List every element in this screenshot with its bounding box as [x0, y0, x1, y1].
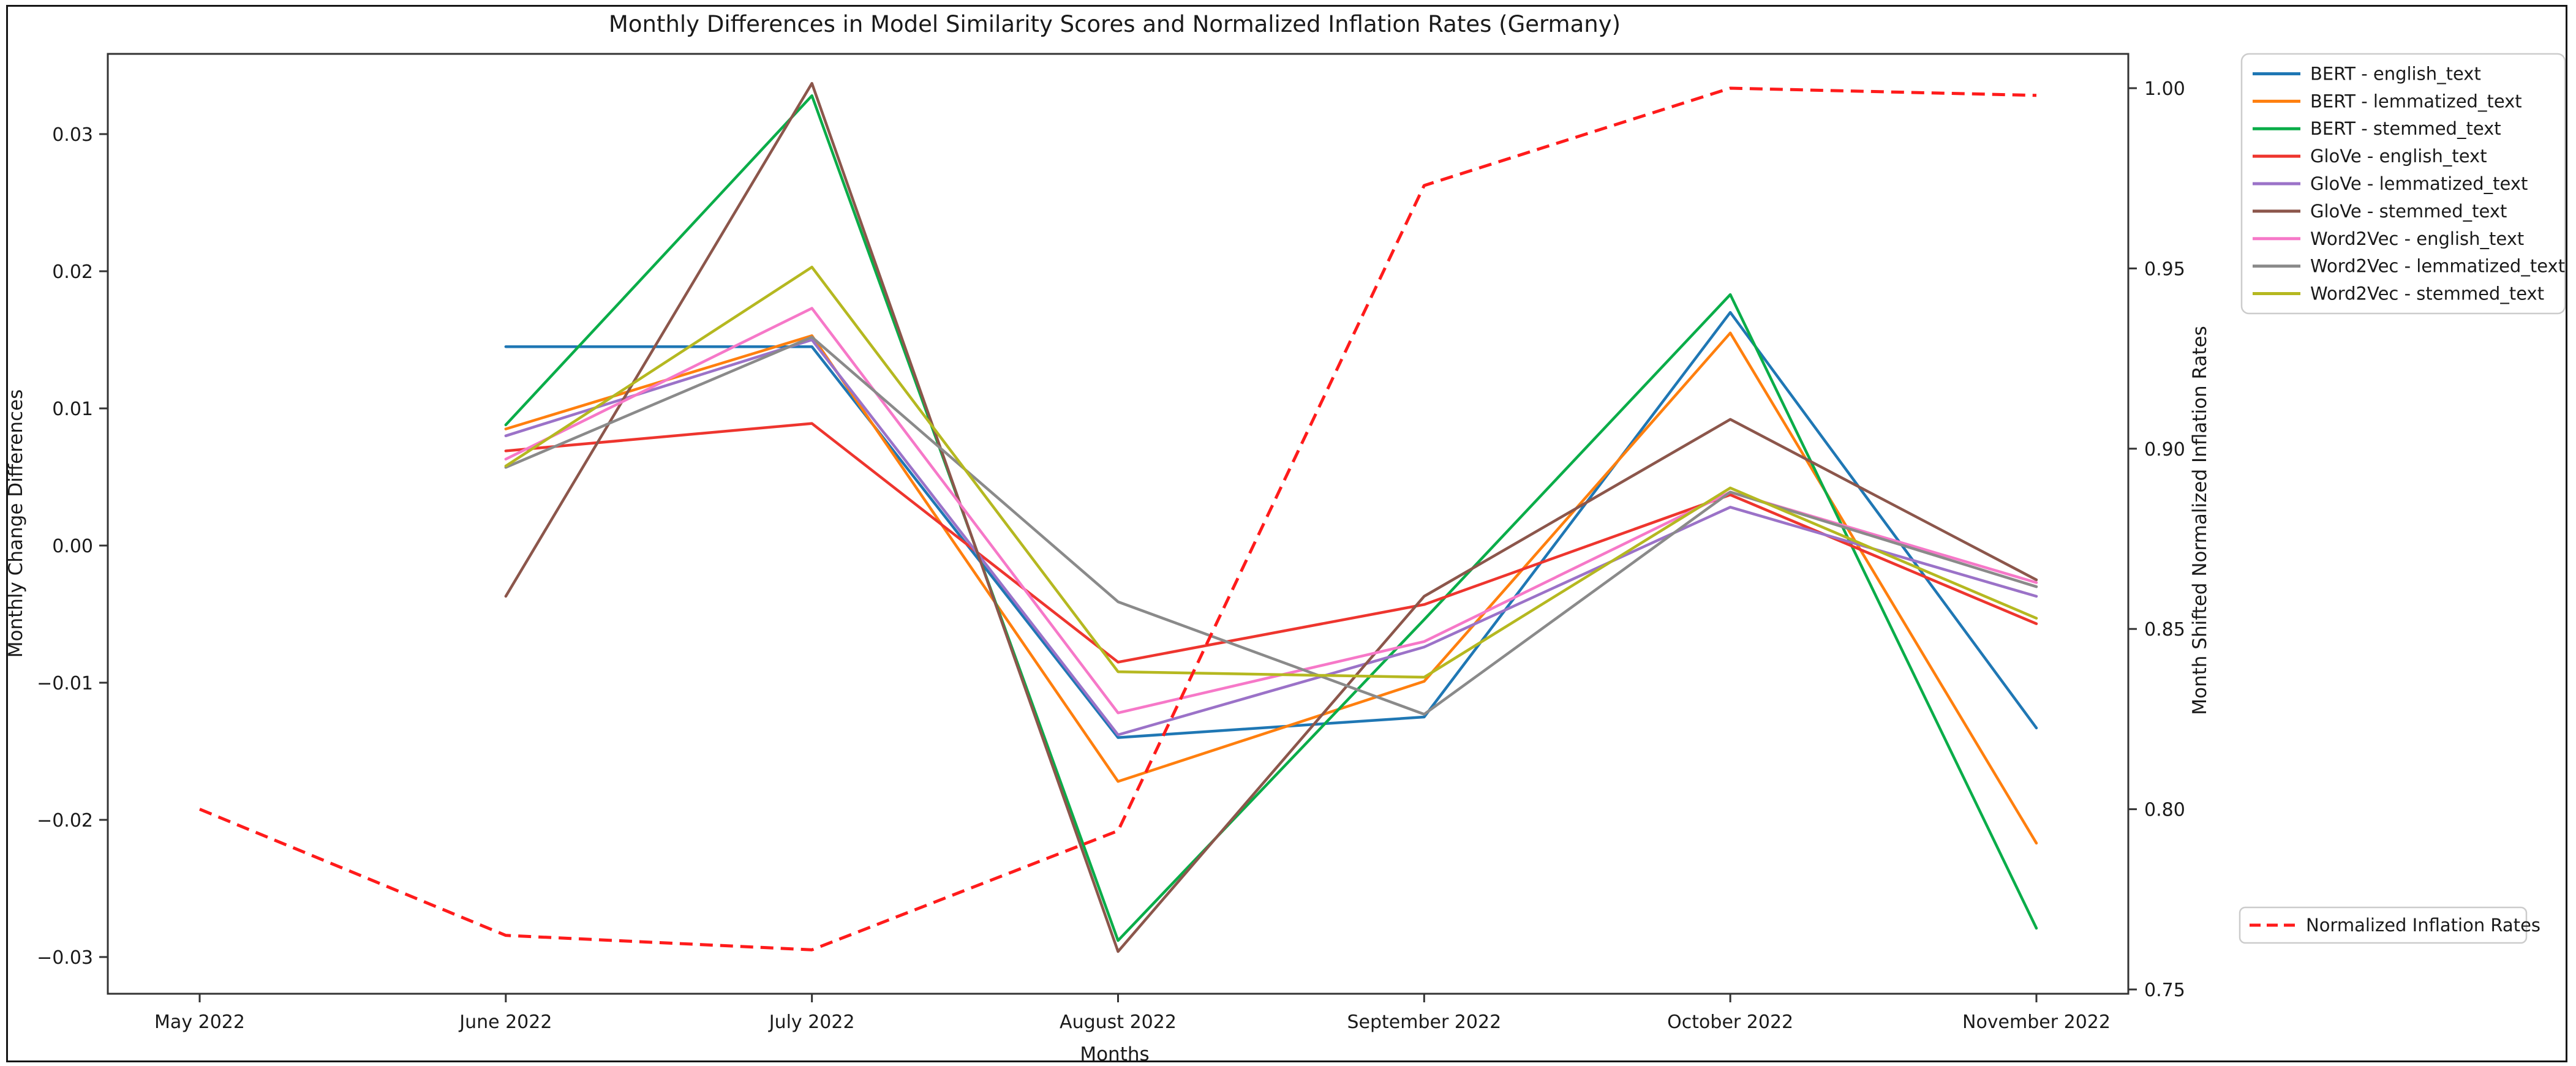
legend-label: Word2Vec - english_text — [2310, 228, 2524, 249]
legend-inflation-box — [2239, 906, 2528, 944]
x-tick-label: August 2022 — [1060, 1012, 1177, 1033]
axes-spines — [107, 53, 2130, 995]
series-line-bert-english-text — [504, 310, 2038, 739]
right-tick-label: 0.80 — [2144, 800, 2185, 821]
legend-item-glove-stemmed-text: GloVe - stemmed_text — [2253, 201, 2507, 222]
x-tick-label: May 2022 — [154, 1012, 245, 1033]
legend-item-glove-lemmatized-text: GloVe - lemmatized_text — [2253, 173, 2528, 194]
legend-label: BERT - lemmatized_text — [2310, 91, 2522, 111]
left-tick-label: 0.01 — [52, 399, 93, 420]
right-tick-label: 1.00 — [2144, 78, 2185, 100]
chart-title: Monthly Differences in Model Similarity … — [609, 11, 1621, 37]
left-tick-label: −0.03 — [37, 947, 93, 969]
series-line-bert-stemmed-text — [504, 94, 2038, 942]
left-axis-label: Monthly Change Differences — [5, 389, 27, 658]
legend-item-bert-lemmatized-text: BERT - lemmatized_text — [2253, 91, 2522, 111]
legend-main-box — [2240, 53, 2566, 315]
right-tick-label: 0.75 — [2144, 980, 2185, 1001]
left-tick-label: −0.02 — [37, 810, 93, 831]
series-line-bert-lemmatized-text — [504, 331, 2038, 845]
legend-label: GloVe - english_text — [2310, 146, 2487, 167]
series-line-glove-stemmed-text — [504, 81, 2038, 953]
right-axis-label: Month Shifted Normalized Inflation Rates — [2189, 326, 2211, 715]
x-tick-label: November 2022 — [1962, 1012, 2111, 1033]
series-line-word2vec-stemmed-text — [504, 266, 2038, 679]
x-tick-label: July 2022 — [768, 1012, 855, 1033]
legend-item-word2vec-english-text: Word2Vec - english_text — [2253, 228, 2524, 249]
legend-label: GloVe - lemmatized_text — [2310, 173, 2528, 194]
legend-item-bert-stemmed-text: BERT - stemmed_text — [2253, 118, 2501, 139]
right-tick-label: 0.85 — [2144, 619, 2185, 640]
legend-item-bert-english-text: BERT - english_text — [2253, 63, 2481, 84]
x-tick-label: October 2022 — [1667, 1012, 1793, 1033]
right-tick-label: 0.90 — [2144, 439, 2185, 460]
left-tick-label: 0.00 — [52, 536, 93, 557]
x-tick-label: September 2022 — [1347, 1012, 1501, 1033]
legend-label: BERT - stemmed_text — [2310, 118, 2501, 139]
left-tick-label: −0.01 — [37, 673, 93, 694]
legend-label-inflation: Normalized Inflation Rates — [2306, 915, 2540, 936]
legend-item-word2vec-stemmed-text: Word2Vec - stemmed_text — [2253, 283, 2544, 304]
x-tick-label: June 2022 — [458, 1012, 552, 1033]
left-tick-label: 0.02 — [52, 261, 93, 283]
legend-label: Word2Vec - lemmatized_text — [2310, 256, 2565, 277]
x-axis-label: Months — [1080, 1043, 1149, 1065]
legend-item-word2vec-lemmatized-text: Word2Vec - lemmatized_text — [2253, 256, 2565, 277]
series-line-normalized-inflation-rates — [199, 86, 2037, 952]
left-tick-label: 0.03 — [52, 124, 93, 146]
series-line-glove-lemmatized-text — [504, 338, 2038, 737]
legend-label: GloVe - stemmed_text — [2310, 201, 2507, 222]
right-tick-label: 0.95 — [2144, 258, 2185, 280]
legend-label: BERT - english_text — [2310, 63, 2481, 84]
series-line-glove-english-text — [504, 422, 2038, 664]
series-line-word2vec-lemmatized-text — [504, 336, 2038, 716]
legend-label: Word2Vec - stemmed_text — [2310, 283, 2544, 304]
legend-item-glove-english-text: GloVe - english_text — [2253, 146, 2487, 167]
